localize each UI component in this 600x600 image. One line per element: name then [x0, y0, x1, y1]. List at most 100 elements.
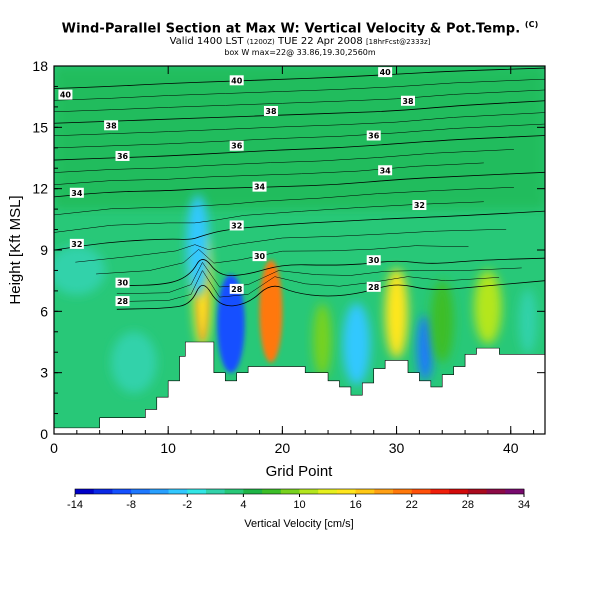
isentrope-label-bg [115, 296, 130, 307]
isentrope-line-minor [116, 270, 500, 302]
isentrope-line-minor [54, 78, 545, 101]
isentrope-line [54, 100, 545, 124]
isentrope-label-bg [229, 220, 244, 231]
isentrope-label: 30 [252, 251, 267, 262]
colorbar: -14 -8 -2 4 10 16 22 28 34 [67, 488, 530, 511]
colorbar-swatch [168, 489, 188, 494]
y-tick-label: 18 [32, 58, 48, 74]
velocity-cell [259, 260, 283, 363]
chart-subtitle: Valid 1400 LST (1200Z) TUE 22 Apr 2008 [… [0, 36, 600, 48]
chart-info-line: box W max=22@ 33.86,19.30,2560m [224, 48, 376, 58]
terrain-layer [54, 341, 545, 434]
y-tick-label: 15 [32, 119, 48, 135]
colorbar-swatch [467, 489, 488, 494]
isentrope-label-text: 32 [414, 201, 425, 210]
colorbar-swatch [374, 489, 394, 494]
isentrope-label: 32 [229, 220, 244, 231]
y-tick-label: 3 [40, 365, 48, 381]
isentrope-line-minor [75, 228, 507, 263]
x-tick-label: 0 [50, 440, 58, 456]
x-tick-label: 30 [389, 440, 405, 456]
isentrope-label: 38 [400, 95, 415, 106]
isentrope-line-minor [116, 261, 522, 295]
isentrope-label-bg [115, 150, 130, 161]
velocity-cell [217, 274, 245, 373]
isentrope-line-minor [54, 89, 545, 113]
isentrope-label-text: 36 [231, 142, 243, 151]
isentrope-label-bg [263, 105, 278, 116]
colorbar-swatch [262, 489, 282, 494]
isentrope-label: 38 [263, 105, 278, 116]
isentrope-line-minor [54, 112, 545, 137]
isentrope-label-text: 40 [231, 76, 243, 85]
isentrope-line-minor [54, 187, 514, 216]
y-tick-label: 12 [32, 181, 48, 197]
isentrope-label: 34 [252, 181, 267, 192]
isentrope-label-bg [366, 130, 381, 141]
velocity-cell [385, 268, 408, 359]
colorbar-swatch [393, 489, 413, 494]
colorbar-swatch [112, 489, 132, 494]
isentrope-label-text: 32 [71, 240, 82, 249]
velocity-cell [111, 331, 157, 394]
y-tick-label: 6 [40, 303, 48, 319]
isentrope-label-bg [366, 281, 381, 292]
velocity-cell [430, 280, 454, 363]
subtitle-valid: Valid 1400 LST [169, 36, 244, 48]
isentrope-label: 34 [378, 165, 393, 176]
colorbar-swatch [355, 489, 375, 494]
isentrope-line-minor [54, 201, 484, 233]
colorbar-swatch [411, 489, 431, 494]
isentrope-layer [54, 67, 545, 310]
isentrope-label: 30 [115, 277, 130, 288]
isentrope-line-minor [54, 162, 484, 185]
isentrope-label-bg [412, 200, 427, 211]
isentrope-label-text: 28 [117, 297, 129, 306]
isentrope-label-bg [229, 140, 244, 151]
y-tick-label: 0 [40, 426, 48, 442]
isentrope-line-minor [96, 245, 469, 275]
isentrope-label: 36 [115, 150, 130, 161]
isentrope-label-text: 30 [117, 279, 129, 288]
isentrope-label-bg [252, 251, 267, 262]
colorbar-swatch [149, 489, 170, 494]
isentrope-label: 38 [104, 120, 119, 131]
chart-title: Wind-Parallel Section at Max W: Vertical… [0, 20, 600, 36]
isentrope-label-bg [69, 238, 84, 249]
isentrope-label-text: 40 [380, 68, 392, 77]
isentrope-label-bg [104, 120, 119, 131]
chart-title-text: Wind-Parallel Section at Max W: Vertical… [61, 21, 521, 37]
x-axis-title: Grid Point [266, 463, 334, 480]
colorbar-label: 16 [350, 499, 362, 511]
isentrope-label-bg [58, 89, 73, 100]
isentrope-label-bg [400, 95, 415, 106]
isentrope-label: 28 [115, 296, 130, 307]
isentrope-label-bg [69, 187, 84, 198]
colorbar-swatch [243, 489, 263, 494]
isentrope-label-text: 38 [402, 97, 414, 106]
isentrope-label-text: 32 [231, 221, 242, 230]
isentrope-label-text: 34 [254, 183, 266, 192]
isentrope-label-text: 36 [368, 132, 380, 141]
isentrope-line-minor [54, 123, 545, 149]
colorbar-label: -14 [67, 499, 83, 511]
isentrope-label: 34 [69, 187, 84, 198]
subtitle-date: TUE 22 Apr 2008 [277, 36, 363, 48]
colorbar-label: 4 [240, 499, 246, 511]
isentrope-label: 40 [378, 67, 393, 78]
isentrope-line [54, 135, 545, 161]
isentrope-label-bg [229, 75, 244, 86]
colorbar-swatch [486, 489, 506, 494]
isentrope-label: 32 [412, 200, 427, 211]
colorbar-swatch [449, 489, 469, 494]
velocity-cell [474, 270, 502, 345]
colorbar-swatch [187, 489, 207, 494]
isentrope-label-text: 30 [368, 256, 380, 265]
colorbar-title: Vertical Velocity [cm/s] [244, 518, 353, 530]
isentrope-label: 40 [229, 75, 244, 86]
colorbar-swatch [93, 489, 113, 494]
colorbar-label: 34 [518, 499, 530, 511]
isentrope-label-bg [229, 283, 244, 294]
isentrope-label-text: 38 [265, 107, 277, 116]
